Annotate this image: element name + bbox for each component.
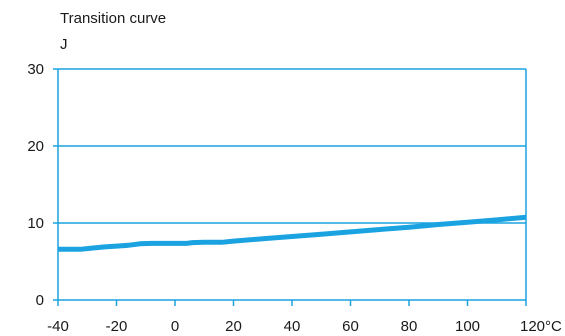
x-tick-label: 100	[455, 318, 480, 335]
series-layer	[58, 214, 527, 252]
chart-title: Transition curve	[60, 10, 167, 27]
y-tick-label: 30	[27, 61, 44, 78]
x-tick-label: -40	[47, 318, 69, 335]
x-tick-label: 20	[225, 318, 242, 335]
y-tick-label: 10	[27, 215, 44, 232]
x-tick-label: 120°C	[520, 318, 562, 335]
x-tick-label: 80	[401, 318, 418, 335]
x-tick-labels: -40 -20 0 20 40 60 80 100 120°C	[47, 318, 562, 335]
y-axis-unit-label: J	[60, 36, 68, 53]
x-tick-label: 60	[342, 318, 359, 335]
y-tick-labels: 0 10 20 30	[27, 61, 44, 309]
x-tick-label: 40	[284, 318, 301, 335]
x-tick-label: -20	[106, 318, 128, 335]
series-line-0	[58, 214, 527, 252]
y-tick-label: 20	[27, 138, 44, 155]
x-tick-label: 0	[171, 318, 179, 335]
y-tick-label: 0	[36, 292, 44, 309]
grid-lines	[53, 68, 527, 306]
